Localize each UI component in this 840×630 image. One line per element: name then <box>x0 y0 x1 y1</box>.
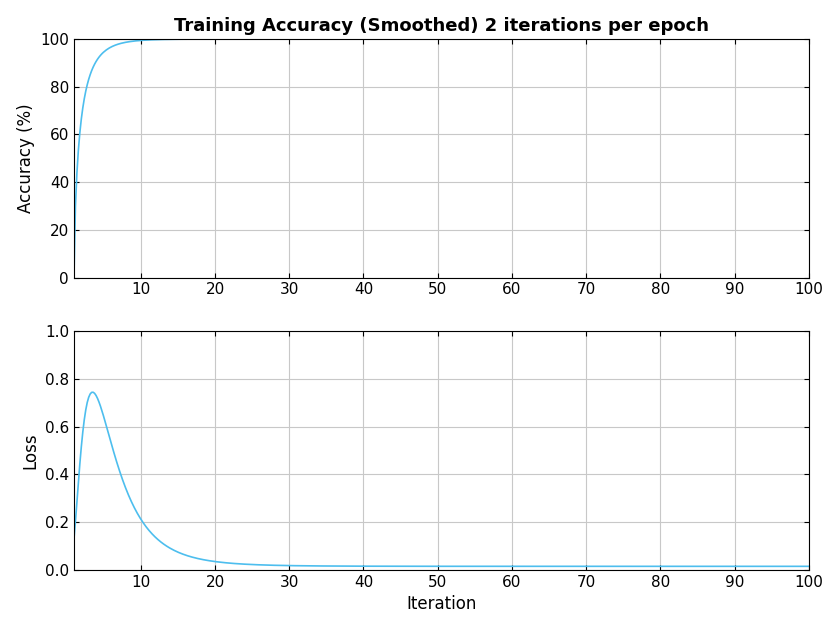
Title: Training Accuracy (Smoothed) 2 iterations per epoch: Training Accuracy (Smoothed) 2 iteration… <box>174 16 709 35</box>
Y-axis label: Accuracy (%): Accuracy (%) <box>17 103 34 213</box>
X-axis label: Iteration: Iteration <box>407 595 476 614</box>
Y-axis label: Loss: Loss <box>21 432 39 469</box>
